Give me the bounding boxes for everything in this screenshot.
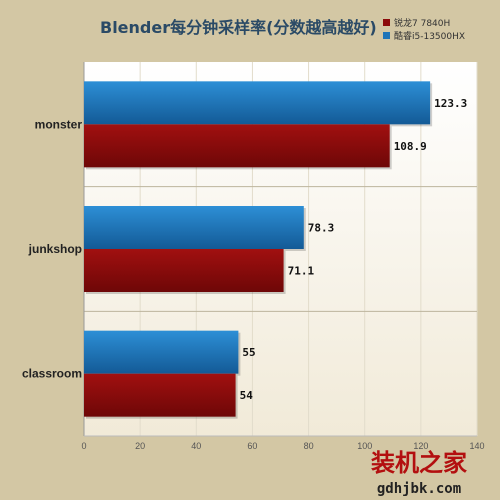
- category-labels: monster junkshop classroom: [22, 117, 82, 380]
- value-label: 71.1: [288, 265, 315, 278]
- category-label: monster: [35, 117, 83, 131]
- x-tick-label: 80: [304, 441, 314, 451]
- x-tick-label: 60: [247, 441, 257, 451]
- x-tick-label: 100: [357, 441, 372, 451]
- value-label: 78.3: [308, 222, 335, 235]
- category-label: classroom: [22, 367, 82, 381]
- x-tick-label: 20: [135, 441, 145, 451]
- category-label: junkshop: [28, 242, 82, 256]
- watermark-title: 装机之家: [371, 448, 467, 477]
- legend-label-s1: 酷睿i5-13500HX: [394, 30, 465, 42]
- bars: [84, 81, 433, 419]
- value-labels: 123.3 108.9 78.3 71.1 55 54: [240, 97, 468, 402]
- bar-monster-s0: [84, 124, 390, 168]
- value-label: 123.3: [434, 97, 467, 110]
- value-label: 55: [242, 346, 255, 359]
- bar-junkshop-s0: [84, 249, 284, 292]
- bar-classroom-s1: [84, 330, 239, 374]
- x-tick-label: 0: [81, 441, 86, 451]
- legend-swatch-s0: [383, 19, 390, 26]
- x-tick-label: 120: [413, 441, 428, 451]
- value-label: 54: [240, 389, 254, 402]
- legend-swatch-s1: [383, 32, 390, 39]
- legend: 锐龙7 7840H 酷睿i5-13500HX: [383, 17, 465, 42]
- watermark-url: gdhjbk.com: [377, 481, 461, 497]
- bar-monster-s1: [84, 81, 431, 125]
- x-tick-label: 140: [469, 441, 484, 451]
- chart-title: Blender每分钟采样率(分数越高越好): [100, 18, 377, 37]
- x-tick-label: 40: [191, 441, 201, 451]
- bar-classroom-s0: [84, 373, 236, 417]
- x-tick-labels: 0 20 40 60 80 100 120 140: [81, 441, 484, 451]
- bar-junkshop-s1: [84, 206, 304, 249]
- legend-label-s0: 锐龙7 7840H: [394, 17, 450, 29]
- category-separators: [84, 186, 477, 312]
- value-label: 108.9: [394, 140, 427, 153]
